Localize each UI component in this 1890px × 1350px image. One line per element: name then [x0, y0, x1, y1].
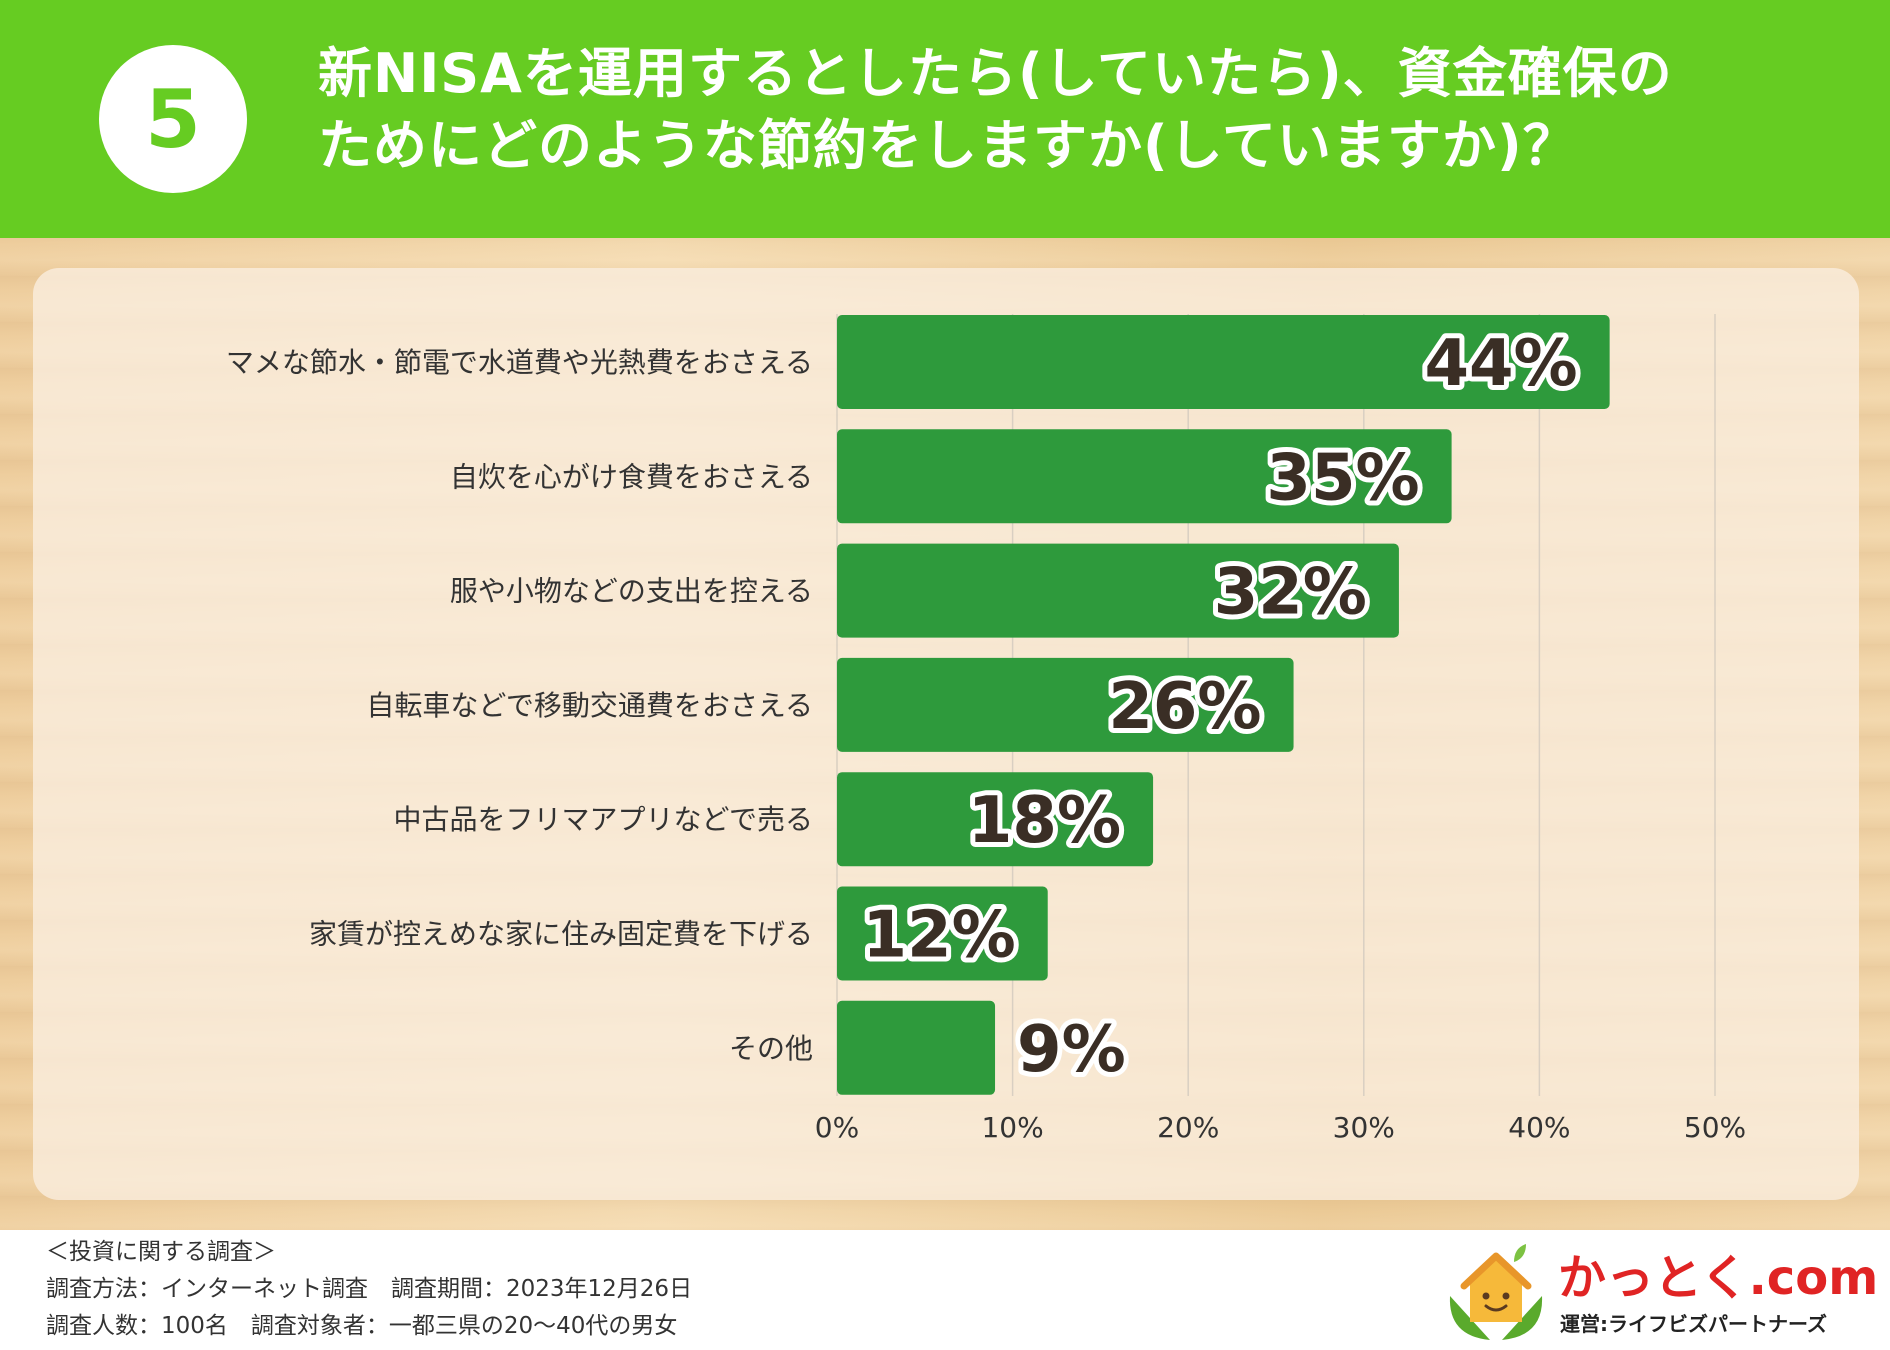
- value-label: 18%: [968, 784, 1121, 858]
- chart-panel: 0% 10% 20% 30% 40% 50% マメな節水・節電で水道費や光熱費をおさえる 44…: [33, 268, 1859, 1200]
- bar: [837, 772, 1154, 867]
- bar: [837, 543, 1399, 638]
- category-label: マメな節水・節電で水道費や光熱費をおさえる: [226, 346, 813, 379]
- footer: ＜投資に関する調査＞ 調査方法：インターネット調査 調査期間：2023年12月2…: [0, 1230, 1890, 1350]
- question-number-badge: 5: [99, 45, 247, 193]
- x-tick-label: 10%: [981, 1111, 1043, 1144]
- value-label: 32%: [1214, 556, 1367, 630]
- question-title-line2: ためにどのような節約をしますか(していますか)？: [318, 114, 1578, 177]
- house-sprout-icon: [1449, 1244, 1543, 1340]
- category-label: その他: [729, 1032, 813, 1065]
- category-label: 服や小物などの支出を控える: [450, 575, 813, 608]
- x-tick-label: 50%: [1684, 1111, 1746, 1144]
- bar-chart: 0% 10% 20% 30% 40% 50% マメな節水・節電で水道費や光熱費をおさえる 44…: [226, 314, 1746, 1144]
- category-label: 中古品をフリマアプリなどで売る: [394, 803, 813, 836]
- category-label: 自炊を心がけ食費をおさえる: [450, 460, 813, 493]
- bar: [837, 886, 1048, 981]
- x-tick-label: 30%: [1333, 1111, 1395, 1144]
- survey-notes: ＜投資に関する調査＞ 調査方法：インターネット調査 調査期間：2023年12月2…: [46, 1234, 692, 1345]
- logo-name-text: かっとく: [1558, 1250, 1749, 1306]
- x-tick-label: 20%: [1157, 1111, 1219, 1144]
- bar: [837, 315, 1610, 409]
- bar: [837, 429, 1452, 524]
- value-label: 35%: [1266, 441, 1419, 515]
- logo-wordmark: かっとく.com: [1558, 1238, 1878, 1308]
- survey-sample-target: 調査人数：100名 調査対象者：一都三県の20〜40代の男女: [46, 1313, 678, 1339]
- value-label: 26%: [1108, 670, 1261, 744]
- value-label: 9%: [1017, 1013, 1126, 1087]
- question-title: 新NISAを運用するとしたら(していたら)、資金確保の ためにどのような節約をし…: [318, 38, 1858, 182]
- bar: [837, 657, 1294, 752]
- category-label: 自転車などで移動交通費をおさえる: [366, 689, 813, 722]
- survey-title: ＜投資に関する調査＞: [46, 1239, 276, 1265]
- value-label: 12%: [863, 899, 1016, 973]
- header-banner: 5 新NISAを運用するとしたら(していたら)、資金確保の ためにどのような節約…: [0, 0, 1890, 238]
- survey-method-period: 調査方法：インターネット調査 調査期間：2023年12月26日: [46, 1276, 693, 1302]
- site-logo[interactable]: かっとく.com 運営:ライフビズパートナーズ: [1440, 1236, 1880, 1346]
- logo-operator: 運営:ライフビズパートナーズ: [1560, 1312, 1827, 1336]
- x-tick-label: 40%: [1508, 1111, 1570, 1144]
- question-title-line1: 新NISAを運用するとしたら(していたら)、資金確保の: [318, 42, 1673, 105]
- logo-domain-text: .com: [1748, 1250, 1879, 1306]
- bar: [837, 1000, 996, 1095]
- category-label: 家賃が控えめな家に住み固定費を下げる: [309, 918, 813, 951]
- x-tick-label: 0%: [815, 1111, 859, 1144]
- value-label: 44%: [1424, 327, 1577, 401]
